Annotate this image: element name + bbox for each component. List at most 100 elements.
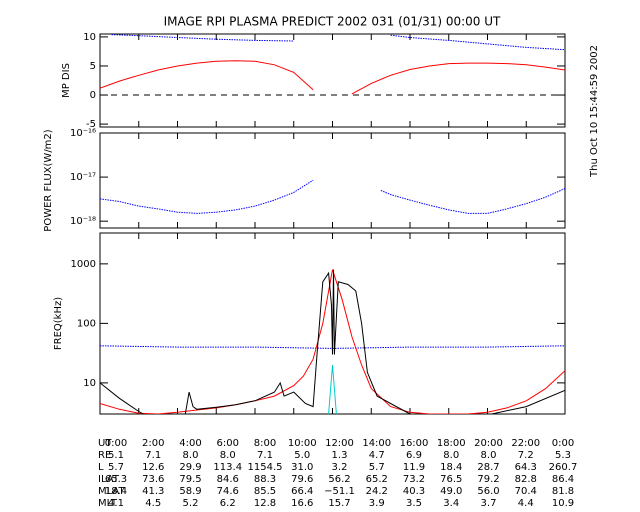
y-tick-label: 10⁻¹⁷ <box>70 172 96 183</box>
series-line <box>100 179 565 214</box>
table-cell: 7.1 <box>257 450 273 461</box>
table-cell: 5.1 <box>108 450 124 461</box>
table-cell: 113.4 <box>213 462 242 473</box>
table-cell: 56.2 <box>328 474 350 485</box>
plot-area <box>100 34 565 95</box>
table-cell: 12.8 <box>254 498 276 509</box>
table-cell: 8.0 <box>443 450 459 461</box>
table-row-label: ILAT <box>98 474 120 485</box>
table-cell: 5.7 <box>369 462 385 473</box>
y-tick-label: 10⁻¹⁸ <box>70 216 96 227</box>
table-cell: 7.2 <box>518 450 534 461</box>
table-cell: 5.3 <box>555 450 571 461</box>
y-tick-label: 10 <box>83 32 96 43</box>
table-cell: 58.9 <box>179 486 201 497</box>
table-cell: 16:00 <box>400 438 429 449</box>
table-cell: 16.6 <box>291 498 313 509</box>
table-cell: 65.2 <box>366 474 388 485</box>
table-cell: 22:00 <box>511 438 540 449</box>
table-cell: 1.3 <box>332 450 348 461</box>
table-cell: 7.1 <box>145 450 161 461</box>
y-tick-label: 100 <box>77 318 96 329</box>
table-cell: 18.4 <box>105 486 127 497</box>
table-cell: 12.6 <box>142 462 164 473</box>
table-cell: 4.4 <box>518 498 534 509</box>
table-cell: 84.6 <box>217 474 239 485</box>
table-cell: 14:00 <box>362 438 391 449</box>
y-axis-label: FREQ(kHz) <box>53 297 64 350</box>
table-cell: 3.2 <box>332 462 348 473</box>
y-tick-label: -5 <box>86 119 96 130</box>
table-cell: 79.5 <box>179 474 201 485</box>
table-cell: 4.5 <box>145 498 161 509</box>
table-cell: 85.5 <box>254 486 276 497</box>
table-cell: 29.9 <box>179 462 201 473</box>
table-cell: 4.7 <box>369 450 385 461</box>
panel-frame <box>99 33 566 128</box>
series-line <box>328 364 337 414</box>
table-cell: 5.0 <box>294 450 310 461</box>
table-cell: 10:00 <box>288 438 317 449</box>
table-cell: 15.7 <box>328 498 350 509</box>
table-row-label: L <box>98 462 104 473</box>
table-cell: 3.5 <box>406 498 422 509</box>
table-cell: 73.6 <box>142 474 164 485</box>
y-tick-label: 10⁻¹⁶ <box>70 128 96 139</box>
table-row-label: UT <box>98 438 112 449</box>
table-cell: 20:00 <box>474 438 503 449</box>
table-cell: 4.1 <box>108 498 124 509</box>
series-line <box>100 269 565 414</box>
y-axis-label: POWER FLUX(W/m2) <box>43 129 54 231</box>
table-cell: 1154.5 <box>248 462 283 473</box>
table-cell: 0:00 <box>105 438 127 449</box>
table-cell: 41.3 <box>142 486 164 497</box>
table-cell: 6.2 <box>220 498 236 509</box>
table-cell: 0:00 <box>552 438 574 449</box>
table-cell: 3.7 <box>481 498 497 509</box>
table-cell: 5.2 <box>183 498 199 509</box>
chart-title: IMAGE RPI PLASMA PREDICT 2002 031 (01/31… <box>164 15 501 29</box>
table-cell: 6.9 <box>406 450 422 461</box>
table-cell: 2:00 <box>142 438 164 449</box>
table-cell: 79.6 <box>291 474 313 485</box>
table-cell: 79.2 <box>477 474 499 485</box>
timestamp: Thu Oct 10 15:44:59 2002 <box>589 45 600 178</box>
table-cell: 18.4 <box>440 462 462 473</box>
table-cell: 4:00 <box>179 438 201 449</box>
panel-frame <box>99 132 566 229</box>
y-axis-label: MP DIS <box>61 63 72 98</box>
table-cell: 8:00 <box>254 438 276 449</box>
plot-area <box>100 179 565 214</box>
table-cell: 260.7 <box>549 462 578 473</box>
table-cell: 82.8 <box>515 474 537 485</box>
table-cell: 8.0 <box>220 450 236 461</box>
series-line <box>111 34 565 51</box>
y-tick-label: 0 <box>90 90 96 101</box>
table-cell: 66.4 <box>291 486 313 497</box>
table-cell: 3.4 <box>443 498 459 509</box>
table-row-label: MLT <box>98 498 118 509</box>
y-tick-label: 5 <box>90 61 96 72</box>
y-tick-label: 1000 <box>71 259 96 270</box>
y-tick-label: 10 <box>83 378 96 389</box>
table-cell: 28.7 <box>477 462 499 473</box>
table-cell: 73.2 <box>403 474 425 485</box>
table-cell: 6:00 <box>217 438 239 449</box>
table-cell: 88.3 <box>254 474 276 485</box>
table-cell: 81.8 <box>552 486 574 497</box>
table-cell: 8.0 <box>481 450 497 461</box>
table-cell: 70.4 <box>515 486 537 497</box>
table-row-label: MLAT <box>98 486 125 497</box>
table-cell: 10.9 <box>552 498 574 509</box>
table-cell: 18:00 <box>437 438 466 449</box>
table-row-label: RE <box>98 450 111 461</box>
table-cell: 65.3 <box>105 474 127 485</box>
table-cell: 49.0 <box>440 486 462 497</box>
table-cell: 64.3 <box>515 462 537 473</box>
table-cell: 12:00 <box>325 438 354 449</box>
table-cell: 86.4 <box>552 474 574 485</box>
table-cell: 5.7 <box>108 462 124 473</box>
table-cell: 76.5 <box>440 474 462 485</box>
table-cell: 3.9 <box>369 498 385 509</box>
